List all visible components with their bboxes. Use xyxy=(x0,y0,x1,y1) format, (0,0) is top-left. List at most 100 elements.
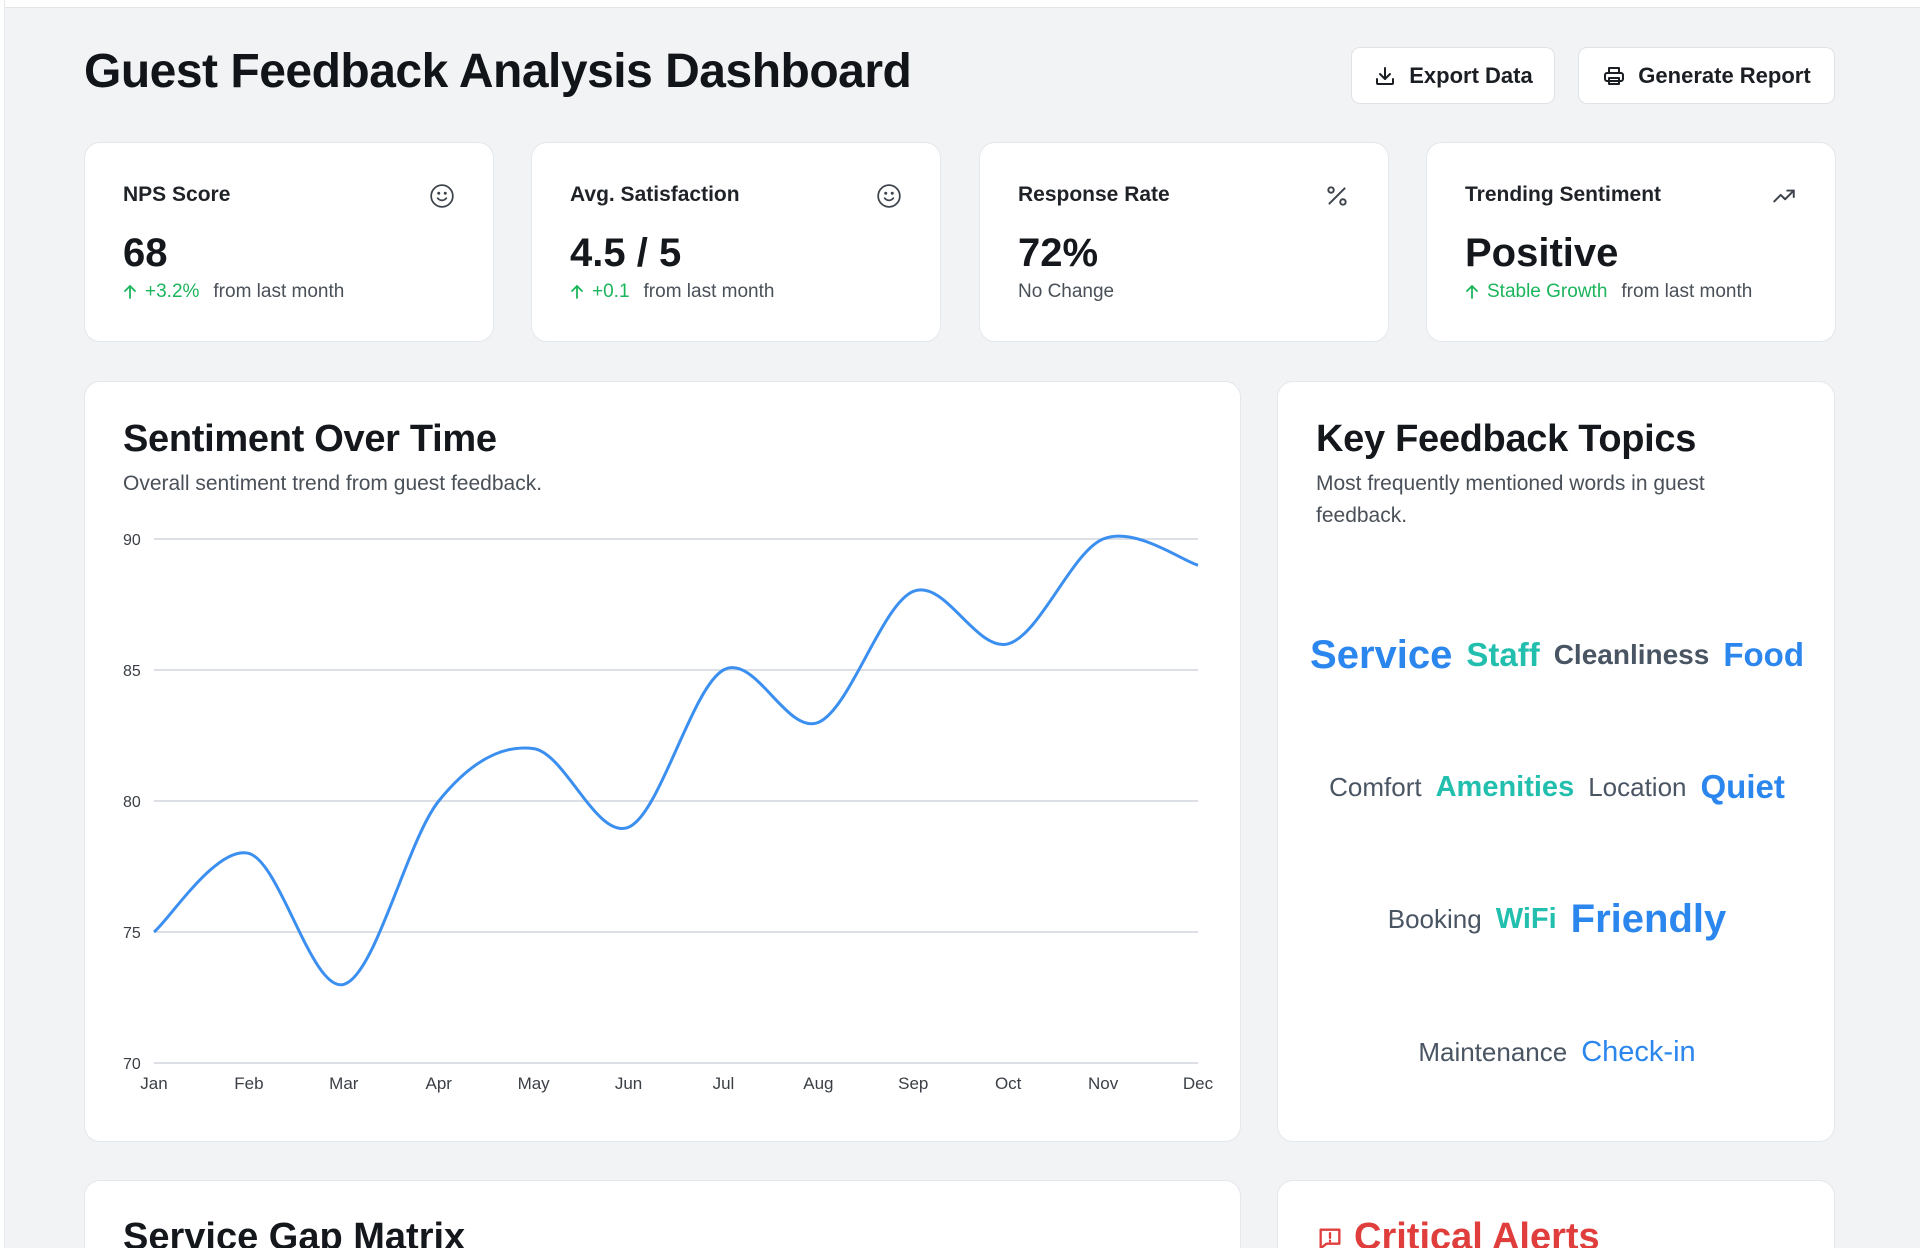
arrow-up-icon xyxy=(1466,284,1478,299)
stat-delta: Stable Growth xyxy=(1465,281,1607,303)
page-title: Guest Feedback Analysis Dashboard xyxy=(84,45,912,98)
data-point-dec[interactable] xyxy=(1192,559,1204,571)
topic-word-service[interactable]: Service xyxy=(1310,632,1453,677)
service-gap-card: Service Gap Matrix xyxy=(84,1180,1241,1248)
y-tick-label: 90 xyxy=(123,532,141,549)
topic-word-booking[interactable]: Booking xyxy=(1387,903,1482,934)
service-gap-title: Service Gap Matrix xyxy=(123,1216,466,1248)
stat-card-nps: NPS Score 68 +3.2% from last month xyxy=(84,142,494,342)
stat-delta-value: +0.1 xyxy=(592,281,630,302)
chart-subtitle: Overall sentiment trend from guest feedb… xyxy=(123,472,543,495)
data-point-jun[interactable] xyxy=(623,821,635,833)
topic-word-friendly[interactable]: Friendly xyxy=(1570,896,1727,941)
stat-label: Avg. Satisfaction xyxy=(570,183,740,206)
topic-word-quiet[interactable]: Quiet xyxy=(1700,768,1785,805)
topic-word-staff[interactable]: Staff xyxy=(1466,636,1540,673)
x-tick-label: Dec xyxy=(1183,1074,1214,1093)
data-point-sep[interactable] xyxy=(907,585,919,597)
generate-report-button[interactable]: Generate Report xyxy=(1578,47,1835,104)
word-cloud-row: Service Staff Cleanliness Food xyxy=(1278,625,1836,685)
x-tick-label: Jul xyxy=(713,1074,735,1093)
topic-word-location[interactable]: Location xyxy=(1588,771,1687,802)
topic-word-cleanliness[interactable]: Cleanliness xyxy=(1553,639,1710,670)
x-tick-label: Sep xyxy=(898,1074,928,1093)
data-point-jul[interactable] xyxy=(717,664,729,676)
stat-delta: +0.1 xyxy=(570,281,630,303)
word-cloud-row: Comfort Amenities Location Quiet xyxy=(1278,757,1836,817)
x-tick-label: Mar xyxy=(329,1074,359,1093)
stat-change: Stable Growth from last month xyxy=(1465,281,1752,303)
stat-change: +3.2% from last month xyxy=(123,281,344,303)
sentiment-chart-card: Sentiment Over Time Overall sentiment tr… xyxy=(84,381,1241,1142)
chart-title: Sentiment Over Time xyxy=(123,418,497,460)
download-icon xyxy=(1376,66,1395,85)
stat-label: Response Rate xyxy=(1018,183,1170,206)
x-tick-label: May xyxy=(518,1074,551,1093)
x-tick-label: Jun xyxy=(615,1074,642,1093)
data-point-feb[interactable] xyxy=(243,847,255,859)
critical-alerts-card: Critical Alerts xyxy=(1277,1180,1835,1248)
x-tick-label: Aug xyxy=(803,1074,833,1093)
topic-word-check-in[interactable]: Check-in xyxy=(1581,1035,1696,1068)
sentiment-line-chart: 70 75 80 85 90 Jan Feb Mar Apr May Jun Jul Aug Sep Oct… xyxy=(123,532,1214,1093)
stat-delta: +3.2% xyxy=(123,281,199,303)
key-topics-card: Key Feedback Topics Most frequently ment… xyxy=(1277,381,1835,1142)
topic-word-wifi[interactable]: WiFi xyxy=(1495,902,1557,935)
word-cloud-row: Maintenance Check-in xyxy=(1278,1022,1836,1082)
stat-card-trending-sentiment: Trending Sentiment Positive Stable Growt… xyxy=(1426,142,1836,342)
stat-value: 68 xyxy=(123,231,168,275)
word-cloud-row: Booking WiFi Friendly xyxy=(1278,889,1836,949)
arrow-up-icon xyxy=(124,284,136,299)
data-point-nov[interactable] xyxy=(1097,533,1109,545)
stat-delta-value: +3.2% xyxy=(145,281,200,302)
topic-word-food[interactable]: Food xyxy=(1723,636,1804,673)
x-tick-label: Feb xyxy=(234,1074,263,1093)
sentiment-series-line xyxy=(153,534,1199,986)
stat-card-response-rate: Response Rate 72% No Change xyxy=(979,142,1389,342)
data-point-apr[interactable] xyxy=(433,795,445,807)
data-point-jan[interactable] xyxy=(148,926,160,938)
generate-report-label: Generate Report xyxy=(1638,62,1811,88)
topic-word-maintenance[interactable]: Maintenance xyxy=(1418,1036,1568,1067)
trending-up-icon xyxy=(1773,189,1795,203)
topics-subtitle: Most frequently mentioned words in guest… xyxy=(1316,472,1705,527)
printer-icon xyxy=(1604,66,1625,85)
topic-word-comfort[interactable]: Comfort xyxy=(1329,771,1422,802)
export-data-button[interactable]: Export Data xyxy=(1351,47,1555,104)
stat-change: +0.1 from last month xyxy=(570,281,774,303)
y-tick-label: 70 xyxy=(123,1056,141,1073)
stat-value: Positive xyxy=(1465,231,1619,275)
topics-title: Key Feedback Topics xyxy=(1316,418,1697,460)
y-tick-label: 75 xyxy=(123,925,141,942)
stat-label: NPS Score xyxy=(123,183,231,206)
data-point-mar[interactable] xyxy=(338,978,350,990)
y-tick-label: 85 xyxy=(123,663,141,680)
topic-word-amenities[interactable]: Amenities xyxy=(1435,770,1575,803)
smile-icon xyxy=(430,184,454,208)
stat-value: 72% xyxy=(1018,231,1099,275)
critical-alerts-title: Critical Alerts xyxy=(1354,1216,1600,1248)
y-tick-label: 80 xyxy=(123,794,141,811)
percent-icon xyxy=(1327,186,1347,206)
x-tick-label: Oct xyxy=(995,1074,1022,1093)
data-point-may[interactable] xyxy=(528,743,540,755)
stat-card-satisfaction: Avg. Satisfaction 4.5 / 5 +0.1 from last… xyxy=(531,142,941,342)
page-header: Guest Feedback Analysis Dashboard Export… xyxy=(84,44,1835,104)
stat-suffix: from last month xyxy=(643,281,775,302)
export-data-label: Export Data xyxy=(1409,62,1533,88)
stat-label: Trending Sentiment xyxy=(1465,183,1662,206)
stat-value: 4.5 / 5 xyxy=(570,231,682,275)
stat-suffix: No Change xyxy=(1018,281,1115,302)
x-tick-label: Nov xyxy=(1088,1074,1119,1093)
stat-change: No Change xyxy=(1018,281,1114,303)
top-bar xyxy=(0,0,1920,8)
data-point-oct[interactable] xyxy=(1002,638,1014,650)
left-edge xyxy=(0,0,5,1248)
stat-delta-value: Stable Growth xyxy=(1487,281,1608,302)
stat-suffix: from last month xyxy=(1621,281,1753,302)
data-point-aug[interactable] xyxy=(812,716,824,728)
x-tick-label: Jan xyxy=(140,1074,167,1093)
arrow-up-icon xyxy=(571,284,583,299)
alert-message-icon xyxy=(1319,1228,1341,1248)
smile-icon xyxy=(877,184,901,208)
